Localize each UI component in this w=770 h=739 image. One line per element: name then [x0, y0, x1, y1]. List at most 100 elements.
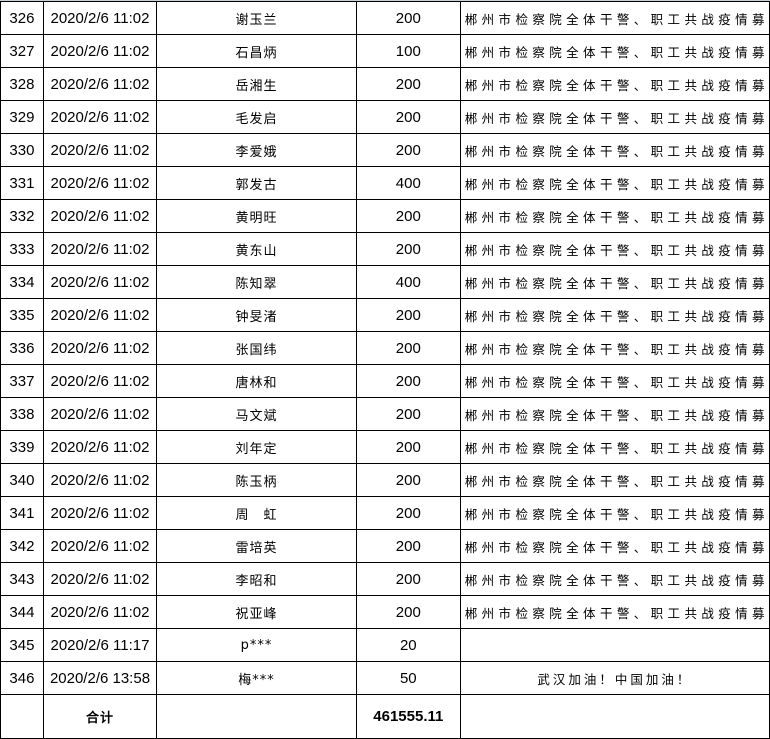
row-number: 344 [0, 595, 44, 629]
row-amount: 200 [355, 298, 461, 332]
row-note: 郴州市检察院全体干警、职工共战疫情募 [459, 298, 770, 332]
row-amount: 200 [355, 364, 461, 398]
row-note: 郴州市检察院全体干警、职工共战疫情募 [459, 166, 770, 200]
row-name: 李爱娥 [156, 133, 357, 167]
row-time: 2020/2/6 11:02 [42, 166, 158, 200]
row-name: 张国纬 [156, 331, 357, 365]
table-row: 331 2020/2/6 11:02 郭发古 400 郴州市检察院全体干警、职工共战疫情… [0, 166, 770, 200]
row-time: 2020/2/6 13:58 [42, 661, 158, 695]
row-name: 雷培英 [156, 529, 357, 563]
table-row: 345 2020/2/6 11:17 p*** 20 [0, 628, 770, 662]
total-name-cell [156, 694, 357, 739]
row-time: 2020/2/6 11:02 [42, 133, 158, 167]
row-name: 陈玉柄 [156, 463, 357, 497]
row-amount: 200 [355, 397, 461, 431]
row-amount: 200 [355, 199, 461, 233]
row-time: 2020/2/6 11:02 [42, 397, 158, 431]
row-name: 周 虹 [156, 496, 357, 530]
row-number: 327 [0, 34, 44, 68]
row-note: 郴州市检察院全体干警、职工共战疫情募 [459, 430, 770, 464]
row-note: 郴州市检察院全体干警、职工共战疫情募 [459, 463, 770, 497]
table-row: 340 2020/2/6 11:02 陈玉柄 200 郴州市检察院全体干警、职工共战疫情… [0, 463, 770, 497]
row-note: 郴州市检察院全体干警、职工共战疫情募 [459, 562, 770, 596]
row-number: 331 [0, 166, 44, 200]
row-name: 李昭和 [156, 562, 357, 596]
table-row: 332 2020/2/6 11:02 黄明旺 200 郴州市检察院全体干警、职工共战疫情… [0, 199, 770, 233]
row-amount: 200 [355, 232, 461, 266]
row-time: 2020/2/6 11:17 [42, 628, 158, 662]
table-row: 339 2020/2/6 11:02 刘年定 200 郴州市检察院全体干警、职工共战疫情… [0, 430, 770, 464]
row-name: 刘年定 [156, 430, 357, 464]
table-row: 344 2020/2/6 11:02 祝亚峰 200 郴州市检察院全体干警、职工共战疫情… [0, 595, 770, 629]
row-number: 337 [0, 364, 44, 398]
row-number: 328 [0, 67, 44, 101]
row-name: 祝亚峰 [156, 595, 357, 629]
row-name: p*** [156, 628, 357, 662]
row-note: 郴州市检察院全体干警、职工共战疫情募 [459, 529, 770, 563]
row-number: 345 [0, 628, 44, 662]
row-time: 2020/2/6 11:02 [42, 562, 158, 596]
row-time: 2020/2/6 11:02 [42, 463, 158, 497]
row-amount: 200 [355, 595, 461, 629]
row-amount: 50 [355, 661, 461, 695]
row-number: 330 [0, 133, 44, 167]
row-amount: 200 [355, 67, 461, 101]
row-note: 郴州市检察院全体干警、职工共战疫情募 [459, 34, 770, 68]
row-amount: 400 [355, 166, 461, 200]
table-row: 337 2020/2/6 11:02 唐林和 200 郴州市检察院全体干警、职工共战疫情… [0, 364, 770, 398]
total-amount: 461555.11 [355, 694, 461, 739]
table-row: 343 2020/2/6 11:02 李昭和 200 郴州市检察院全体干警、职工共战疫情… [0, 562, 770, 596]
table-row: 328 2020/2/6 11:02 岳湘生 200 郴州市检察院全体干警、职工共战疫情… [0, 67, 770, 101]
row-amount: 200 [355, 562, 461, 596]
total-row: 合计 461555.11 [0, 694, 770, 739]
row-name: 郭发古 [156, 166, 357, 200]
total-note-cell [459, 694, 770, 739]
row-number: 342 [0, 529, 44, 563]
row-amount: 200 [355, 430, 461, 464]
row-number: 336 [0, 331, 44, 365]
row-amount: 200 [355, 496, 461, 530]
row-time: 2020/2/6 11:02 [42, 595, 158, 629]
row-time: 2020/2/6 11:02 [42, 298, 158, 332]
row-note [459, 628, 770, 662]
row-note: 郴州市检察院全体干警、职工共战疫情募 [459, 133, 770, 167]
row-name: 唐林和 [156, 364, 357, 398]
row-amount: 20 [355, 628, 461, 662]
row-name: 黄东山 [156, 232, 357, 266]
row-name: 岳湘生 [156, 67, 357, 101]
row-note: 郴州市检察院全体干警、职工共战疫情募 [459, 364, 770, 398]
row-note: 郴州市检察院全体干警、职工共战疫情募 [459, 232, 770, 266]
row-number: 339 [0, 430, 44, 464]
row-amount: 200 [355, 1, 461, 35]
table-row: 341 2020/2/6 11:02 周 虹 200 郴州市检察院全体干警、职工共战疫情… [0, 496, 770, 530]
row-note: 郴州市检察院全体干警、职工共战疫情募 [459, 100, 770, 134]
row-time: 2020/2/6 11:02 [42, 1, 158, 35]
row-name: 石昌炳 [156, 34, 357, 68]
row-note: 郴州市检察院全体干警、职工共战疫情募 [459, 67, 770, 101]
row-amount: 200 [355, 331, 461, 365]
table-row: 336 2020/2/6 11:02 张国纬 200 郴州市检察院全体干警、职工共战疫情… [0, 331, 770, 365]
row-number: 341 [0, 496, 44, 530]
row-note: 郴州市检察院全体干警、职工共战疫情募 [459, 397, 770, 431]
row-name: 毛发启 [156, 100, 357, 134]
row-time: 2020/2/6 11:02 [42, 199, 158, 233]
row-amount: 200 [355, 100, 461, 134]
row-number: 332 [0, 199, 44, 233]
table-row: 334 2020/2/6 11:02 陈知翠 400 郴州市检察院全体干警、职工共战疫情… [0, 265, 770, 299]
row-time: 2020/2/6 11:02 [42, 496, 158, 530]
row-note: 郴州市检察院全体干警、职工共战疫情募 [459, 1, 770, 35]
row-number: 346 [0, 661, 44, 695]
table-row: 333 2020/2/6 11:02 黄东山 200 郴州市检察院全体干警、职工共战疫情… [0, 232, 770, 266]
row-name: 马文斌 [156, 397, 357, 431]
row-time: 2020/2/6 11:02 [42, 34, 158, 68]
row-number: 340 [0, 463, 44, 497]
row-time: 2020/2/6 11:02 [42, 67, 158, 101]
table-row: 329 2020/2/6 11:02 毛发启 200 郴州市检察院全体干警、职工共战疫情… [0, 100, 770, 134]
row-note: 郴州市检察院全体干警、职工共战疫情募 [459, 496, 770, 530]
row-name: 陈知翠 [156, 265, 357, 299]
row-number: 343 [0, 562, 44, 596]
row-time: 2020/2/6 11:02 [42, 100, 158, 134]
row-note: 郴州市检察院全体干警、职工共战疫情募 [459, 595, 770, 629]
total-label: 合计 [42, 694, 158, 739]
